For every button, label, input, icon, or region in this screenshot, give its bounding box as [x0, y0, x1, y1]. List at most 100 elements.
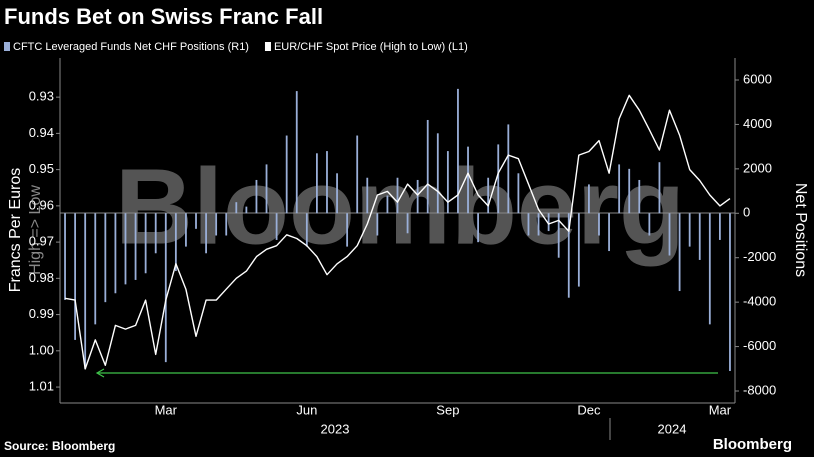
bar [628, 168, 631, 214]
y2-tick-label: -2000 [743, 249, 776, 264]
x-tick-label: Jun [296, 402, 317, 417]
bar [225, 213, 228, 236]
bar [164, 213, 167, 363]
y-tick-label: 0.95 [29, 161, 54, 176]
bar [497, 144, 500, 214]
bar [245, 206, 248, 214]
bar [215, 213, 218, 236]
bar [205, 213, 207, 254]
bar [356, 135, 359, 214]
y2-tick-label: -6000 [743, 338, 776, 353]
y2-tick-label: 4000 [743, 116, 772, 131]
y2-tick-label: 0 [743, 205, 750, 220]
bar [84, 213, 87, 369]
year-label: 2023 [321, 421, 350, 436]
line [64, 94, 731, 370]
x-tick-label: Dec [577, 402, 601, 417]
bar [577, 213, 580, 287]
bar [708, 213, 711, 325]
legend-label: CFTC Leveraged Funds Net CHF Positions (… [13, 41, 249, 53]
chart-title: Funds Bet on Swiss Franc Fall [4, 4, 323, 29]
y2-tick-label: -4000 [743, 294, 776, 309]
y2-tick-label: -8000 [743, 382, 776, 397]
bar [285, 135, 288, 214]
y-tick-label: 0.97 [29, 234, 54, 249]
y-tick-label: 0.94 [29, 125, 54, 140]
bar [74, 213, 77, 340]
bar [376, 213, 379, 236]
bar [718, 213, 721, 240]
year-label: 2024 [658, 421, 687, 436]
bar [477, 213, 479, 243]
y-axis-label: Francs Per Euros [7, 168, 24, 292]
watermark: Bloomberg [115, 146, 685, 267]
bar [698, 213, 701, 260]
bar [114, 213, 117, 294]
y2-axis-label: Net Positions [792, 183, 809, 277]
bar [305, 213, 308, 247]
arrow [95, 368, 718, 378]
bar [386, 195, 389, 214]
brand: Bloomberg [713, 436, 792, 453]
x-tick-label: Mar [709, 402, 732, 417]
bar [729, 213, 731, 372]
bar [487, 177, 490, 214]
bar [527, 213, 530, 236]
legend-label: EUR/CHF Spot Price (High to Low) (L1) [274, 41, 468, 53]
bar [547, 213, 550, 232]
bar [467, 146, 469, 214]
bar [326, 151, 328, 214]
bar [396, 177, 399, 214]
bar [64, 213, 66, 300]
bar [598, 213, 600, 236]
bar [195, 213, 197, 229]
y-tick-label: 1.00 [29, 342, 54, 357]
x-tick-label: Sep [436, 402, 459, 417]
bar [366, 177, 369, 214]
bar [567, 213, 570, 298]
y2-tick-label: 2000 [743, 160, 772, 175]
bar [517, 173, 520, 214]
bar [658, 162, 661, 214]
bar [537, 213, 540, 236]
bar [316, 153, 318, 214]
bar [688, 213, 691, 247]
bar [124, 213, 127, 285]
bar [174, 213, 177, 272]
bar [638, 179, 641, 214]
bar [134, 213, 137, 280]
bar [648, 213, 651, 236]
bar [154, 213, 157, 254]
source: Source: Bloomberg [4, 439, 115, 453]
legend-swatch [264, 42, 271, 51]
bar [144, 213, 147, 274]
bar [457, 88, 459, 214]
bar [557, 213, 560, 258]
bar [618, 164, 621, 214]
bar [507, 124, 510, 214]
bar [346, 213, 349, 247]
bar [265, 164, 268, 214]
y-tick-label: 0.93 [29, 89, 54, 104]
bar [416, 179, 419, 214]
bar [185, 213, 187, 247]
bar [406, 213, 409, 234]
bar [608, 213, 610, 252]
y-tick-label: 0.99 [29, 306, 54, 321]
bar [104, 213, 107, 303]
x-tick-label: Mar [155, 402, 178, 417]
bar [446, 151, 449, 214]
bar [436, 133, 439, 214]
bar [668, 213, 671, 256]
y-tick-label: 0.98 [29, 270, 54, 285]
y-tick-label: 1.01 [29, 378, 54, 393]
bar [235, 202, 238, 214]
y2-tick-label: 6000 [743, 71, 772, 86]
bar [94, 213, 97, 325]
y-axis-sublabel: High => Low [27, 185, 44, 275]
legend-swatch [4, 42, 10, 51]
bar [336, 173, 338, 214]
arrow-head [95, 368, 105, 378]
bar [588, 184, 590, 214]
